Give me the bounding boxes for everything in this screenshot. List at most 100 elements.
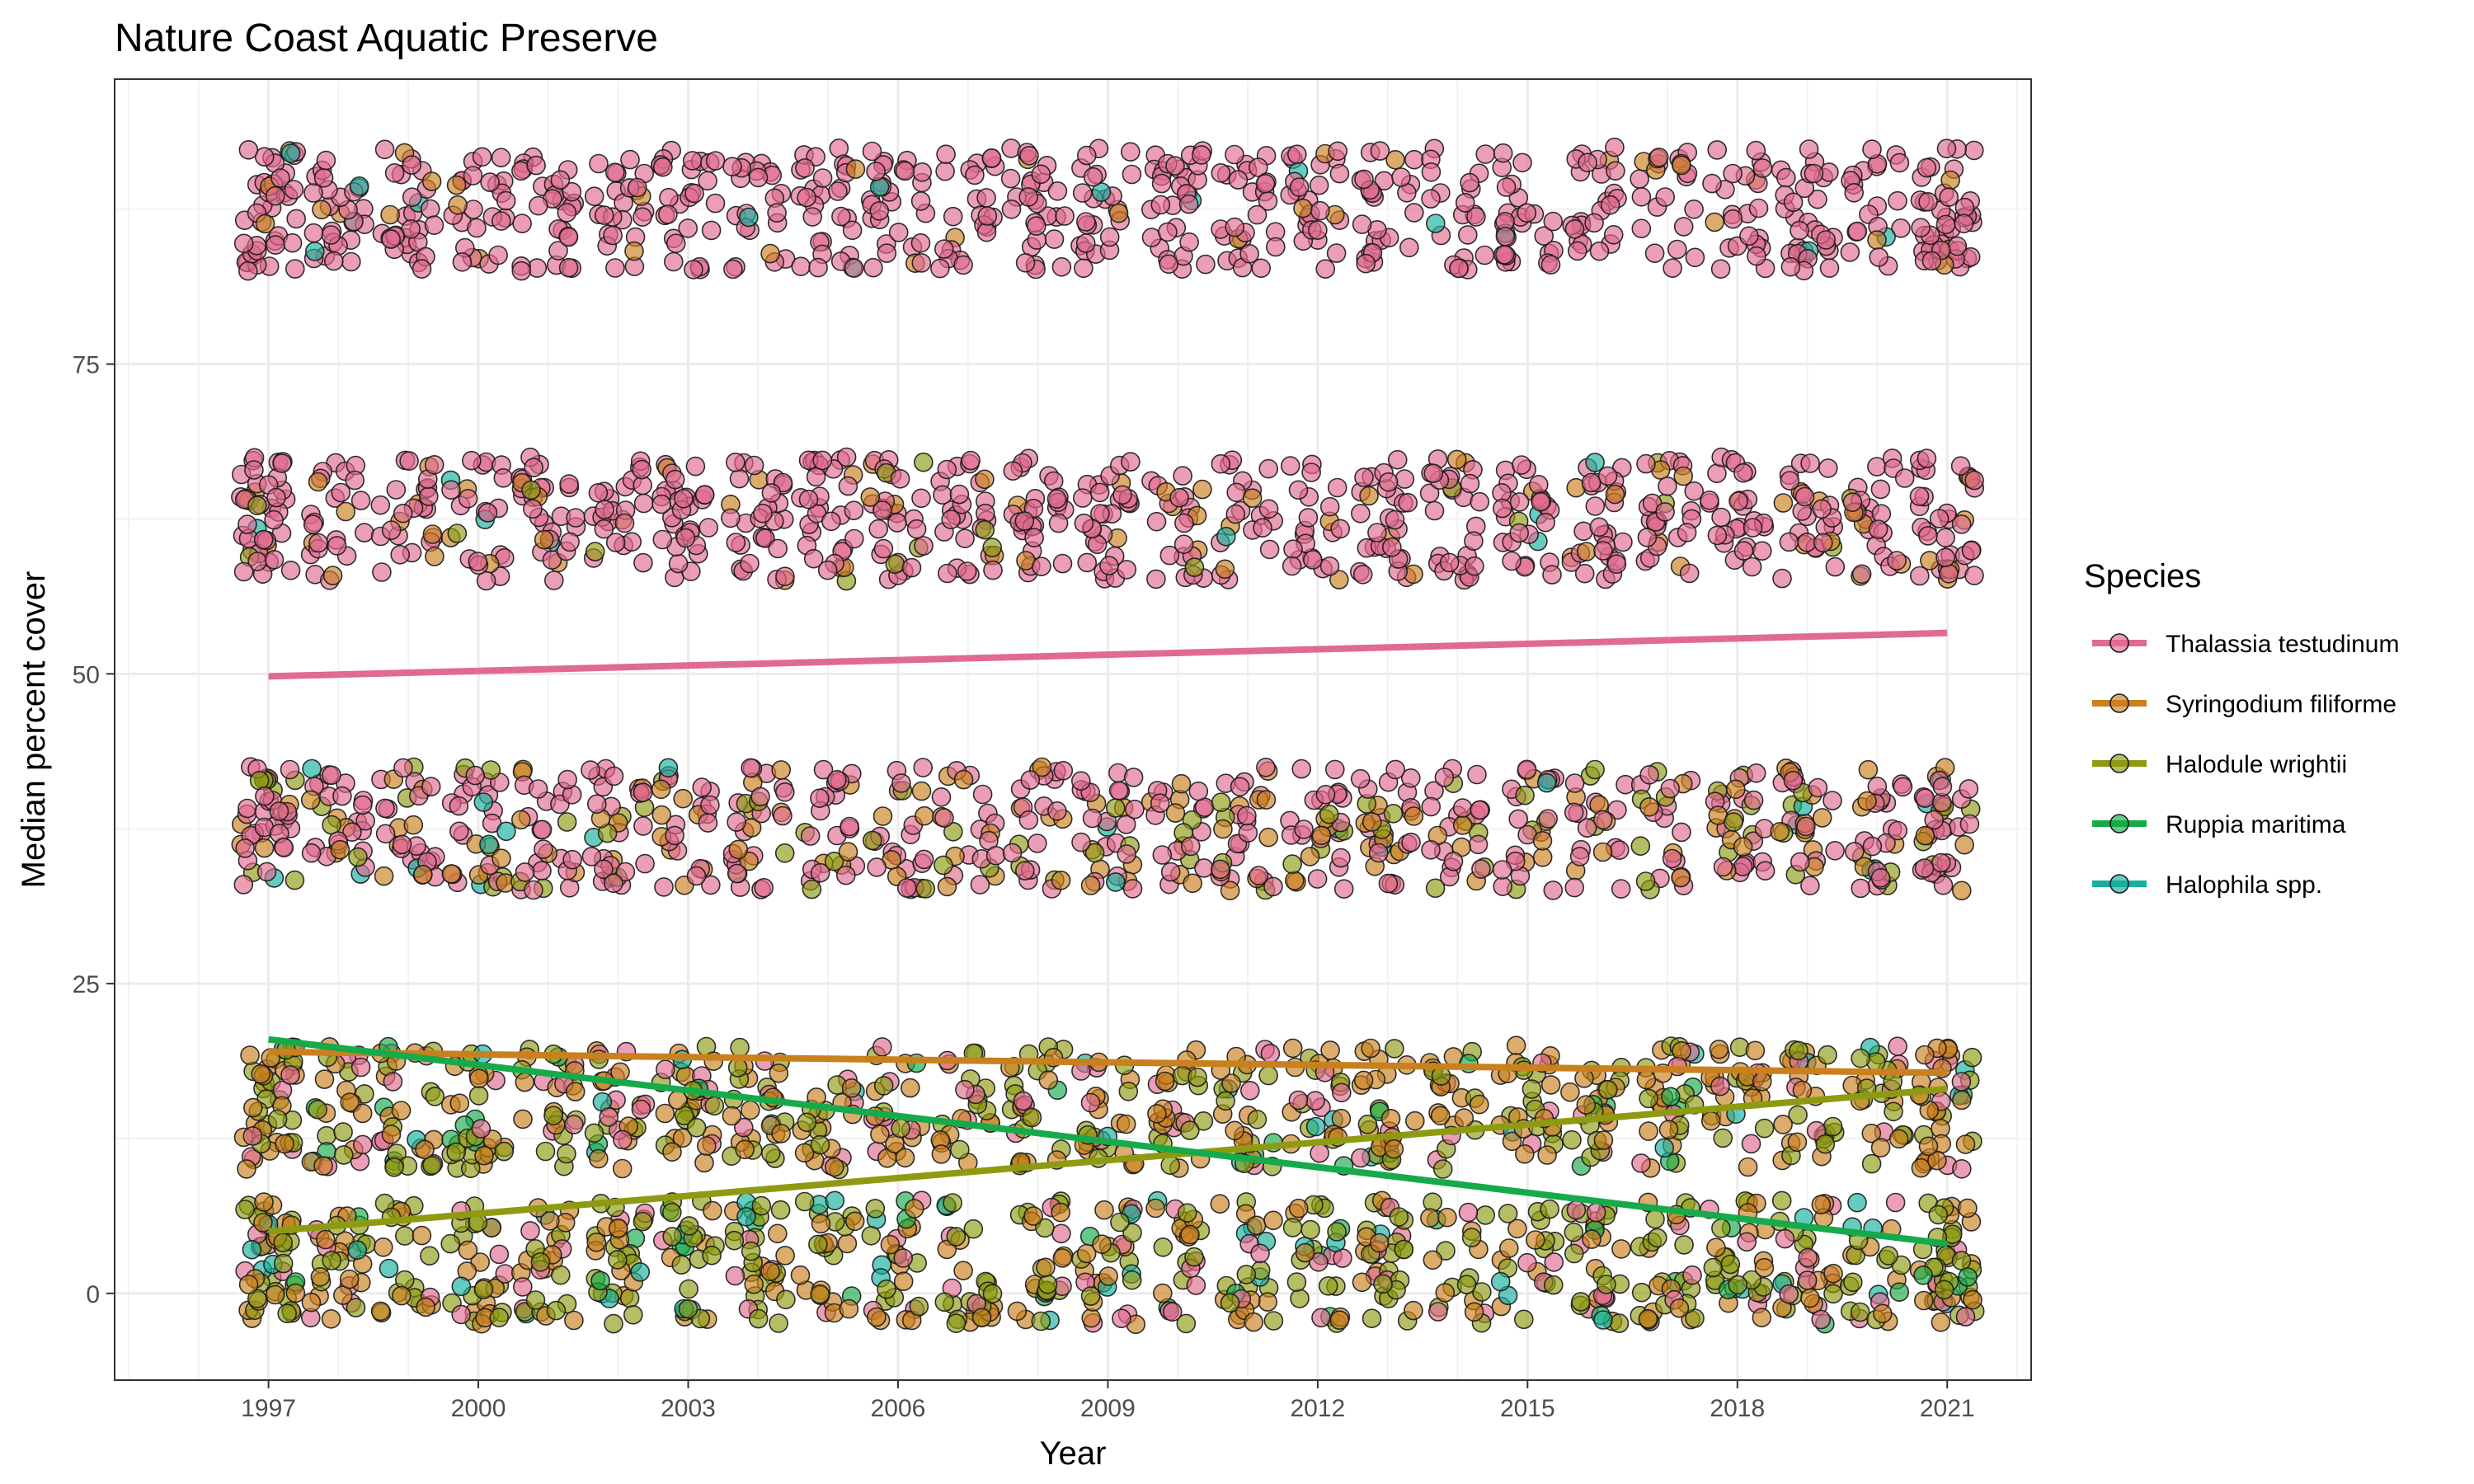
data-point bbox=[1196, 254, 1216, 275]
data-point bbox=[624, 241, 644, 261]
data-point bbox=[1606, 554, 1627, 575]
data-point bbox=[1861, 1153, 1882, 1174]
data-point bbox=[1471, 859, 1491, 879]
data-point bbox=[532, 819, 553, 840]
data-point bbox=[1220, 1293, 1240, 1313]
data-point bbox=[1639, 1088, 1658, 1109]
data-point bbox=[586, 794, 607, 815]
data-point bbox=[1644, 243, 1665, 264]
data-point bbox=[1770, 821, 1790, 842]
data-point bbox=[1122, 1223, 1142, 1243]
data-point bbox=[448, 195, 468, 215]
data-point bbox=[1404, 149, 1424, 170]
data-point bbox=[1318, 1276, 1338, 1296]
data-point bbox=[336, 501, 356, 522]
data-point bbox=[1116, 1114, 1136, 1134]
data-point bbox=[420, 1246, 440, 1266]
data-point bbox=[1188, 781, 1209, 801]
data-point bbox=[1404, 806, 1424, 826]
data-point bbox=[515, 862, 535, 882]
y-tick-label: 0 bbox=[86, 1281, 100, 1308]
data-point bbox=[1298, 508, 1319, 528]
data-point bbox=[1799, 139, 1819, 159]
data-point bbox=[604, 1313, 623, 1334]
data-point bbox=[635, 853, 655, 874]
data-point bbox=[1082, 808, 1103, 829]
data-point bbox=[1959, 814, 1980, 834]
data-point bbox=[266, 235, 285, 255]
data-point bbox=[1931, 1313, 1951, 1332]
data-point bbox=[1885, 1192, 1906, 1213]
data-point bbox=[1610, 840, 1630, 860]
data-point bbox=[1475, 144, 1495, 164]
data-point bbox=[937, 459, 957, 480]
data-point bbox=[375, 824, 396, 844]
data-point bbox=[863, 830, 882, 851]
data-point bbox=[352, 1103, 373, 1124]
data-point bbox=[1571, 1292, 1591, 1312]
data-point bbox=[1289, 177, 1310, 197]
data-point bbox=[1752, 1072, 1772, 1092]
data-point bbox=[1080, 1286, 1101, 1306]
data-point bbox=[771, 1124, 791, 1144]
trend-line bbox=[268, 1048, 1948, 1077]
data-point bbox=[812, 450, 833, 471]
data-point bbox=[1506, 1036, 1526, 1055]
data-point bbox=[1013, 1091, 1033, 1111]
data-point bbox=[1815, 1134, 1836, 1154]
data-point bbox=[1456, 1275, 1477, 1294]
data-point bbox=[1808, 189, 1827, 209]
data-point bbox=[256, 862, 277, 882]
data-point bbox=[748, 1308, 769, 1329]
data-point bbox=[1404, 1300, 1423, 1321]
data-point bbox=[465, 765, 486, 786]
data-point bbox=[1147, 1104, 1167, 1124]
legend-key-point bbox=[2109, 814, 2129, 834]
data-point bbox=[370, 1301, 391, 1322]
data-point bbox=[421, 777, 441, 796]
data-point bbox=[1122, 164, 1142, 185]
data-point bbox=[1655, 502, 1675, 522]
data-point bbox=[914, 849, 934, 870]
data-point bbox=[1773, 1115, 1793, 1134]
data-point bbox=[321, 1309, 341, 1329]
data-point bbox=[1369, 1233, 1390, 1253]
data-point bbox=[521, 480, 541, 500]
data-point bbox=[1772, 568, 1792, 589]
data-point bbox=[273, 1253, 294, 1274]
data-point bbox=[1684, 200, 1704, 219]
data-point bbox=[446, 175, 467, 195]
data-point bbox=[911, 488, 931, 509]
data-point bbox=[1585, 759, 1605, 780]
data-point bbox=[1020, 770, 1041, 790]
data-point bbox=[1464, 531, 1484, 552]
data-point bbox=[943, 1193, 962, 1213]
data-point bbox=[1293, 198, 1313, 218]
data-point bbox=[604, 873, 623, 894]
data-point bbox=[1286, 1272, 1307, 1292]
data-point bbox=[280, 143, 301, 163]
data-point bbox=[425, 1087, 445, 1106]
data-point bbox=[1713, 857, 1733, 877]
data-point bbox=[1585, 453, 1605, 472]
data-point bbox=[612, 1158, 633, 1179]
data-point bbox=[1589, 517, 1609, 538]
data-point bbox=[247, 1289, 267, 1308]
data-point bbox=[730, 1037, 750, 1058]
data-point bbox=[1256, 757, 1276, 777]
data-point bbox=[1613, 532, 1633, 552]
data-point bbox=[1052, 1248, 1073, 1268]
data-point bbox=[953, 1261, 973, 1280]
data-point bbox=[1823, 791, 1842, 810]
data-point bbox=[1811, 1309, 1831, 1330]
data-point bbox=[1332, 1082, 1352, 1103]
data-point bbox=[961, 450, 981, 471]
data-point bbox=[1002, 843, 1023, 863]
data-point bbox=[1947, 236, 1968, 256]
data-point bbox=[1825, 841, 1845, 861]
data-point bbox=[327, 536, 347, 556]
data-point bbox=[977, 206, 998, 226]
y-tick-label: 50 bbox=[73, 661, 100, 688]
data-point bbox=[901, 1078, 920, 1098]
data-point bbox=[1711, 1219, 1731, 1238]
